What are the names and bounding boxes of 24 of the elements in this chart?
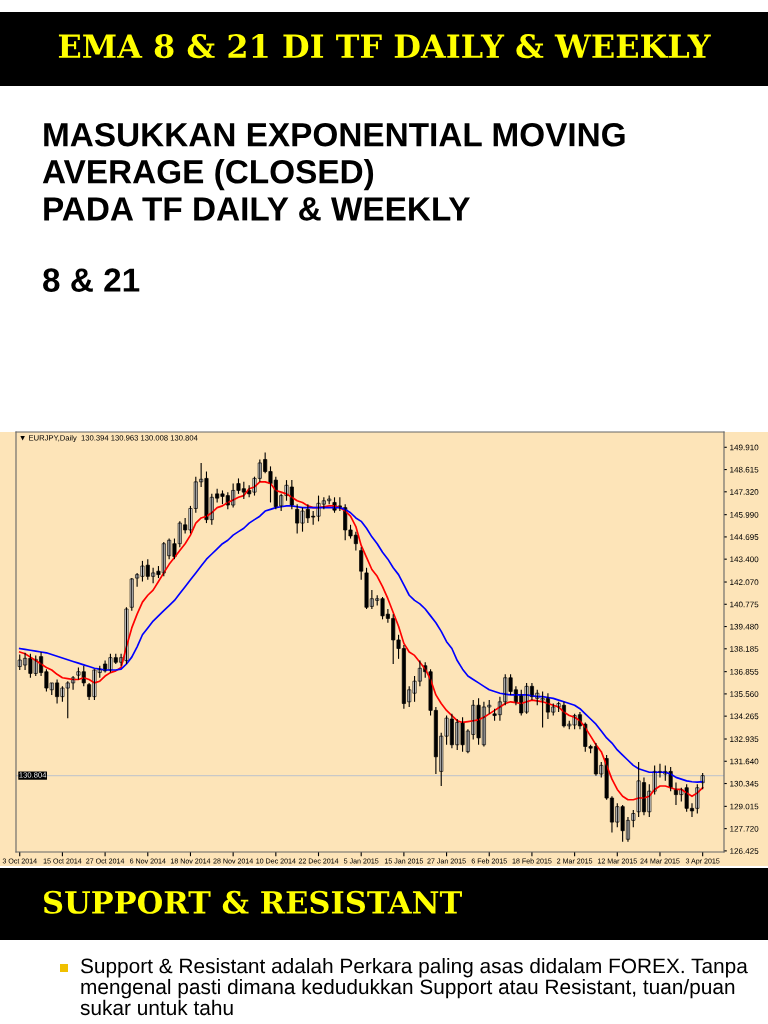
text: SUPPORT & RESISTANT [44, 890, 462, 914]
y-tick-label: 126.425 [730, 848, 759, 854]
y-tick-label: 134.265 [730, 713, 759, 720]
y-tick-label: 148.615 [730, 466, 759, 473]
chart-subtitle: MASUKKAN EXPONENTIAL MOVING AVERAGE (CLOSED) PADA TF DAILY & WEEKLY [42, 122, 625, 221]
y-tick-label: 129.015 [730, 803, 759, 810]
y-tick-label: 127.720 [730, 825, 759, 832]
y-tick-label: 139.480 [730, 623, 759, 630]
y-tick-label: 140.775 [730, 601, 759, 608]
y-tick-label: 135.560 [730, 691, 759, 697]
y-tick-label: 136.855 [730, 668, 759, 675]
text: 8 & 21 [43, 268, 140, 292]
y-tick-label: 130.345 [730, 780, 759, 787]
y-tick-label: 143.400 [730, 556, 759, 563]
chart-title: EMA 8 & 21 DI TF DAILY & WEEKLY [58, 34, 711, 59]
y-tick-label: 145.990 [730, 511, 759, 518]
y-tick-label: 132.935 [730, 736, 759, 743]
y-tick-label: 149.910 [730, 444, 759, 451]
text: Support & Resistant adalah Perkara paling asas didalam FOREX. Tanpa mengenal pasti dimana kedudukkan Support atau Resistant, tuan/puan sukar untuk tahu [80, 958, 748, 1016]
y-tick-label: 147.320 [730, 489, 759, 495]
y-tick-label: 131.640 [730, 758, 759, 765]
y-tick-label: 142.070 [730, 579, 759, 586]
y-tick-label: 144.695 [730, 534, 759, 540]
y-tick-label: 138.185 [730, 646, 759, 652]
